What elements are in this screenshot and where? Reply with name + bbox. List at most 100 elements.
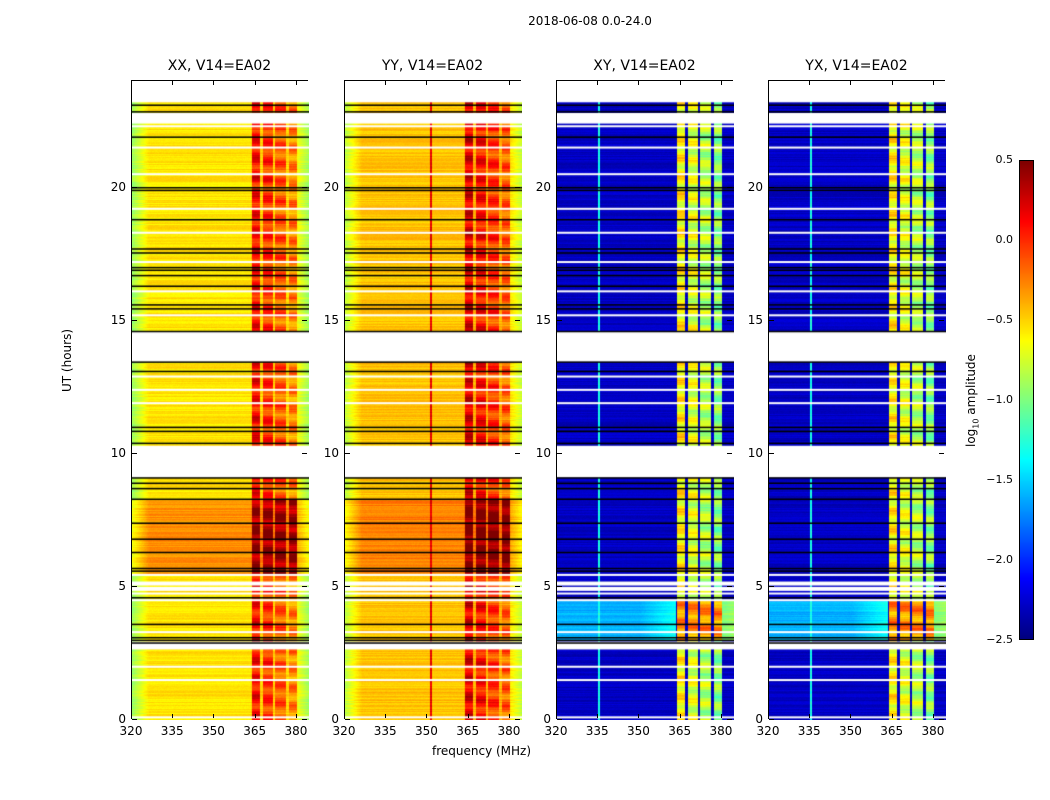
x-tick-bottom	[850, 714, 852, 718]
x-tick-top	[295, 81, 297, 85]
x-tick-bottom	[891, 714, 893, 718]
y-tick-left	[557, 452, 562, 454]
y-tick-right	[939, 319, 944, 321]
x-tick-label: 365	[456, 724, 480, 738]
y-tick-right	[727, 452, 732, 454]
y-tick-label: 20	[110, 179, 126, 194]
x-tick-bottom	[556, 714, 557, 718]
y-tick-right	[939, 186, 944, 188]
x-tick-bottom	[344, 714, 345, 718]
y-tick-label: 0	[543, 712, 551, 726]
x-tick-top	[426, 81, 428, 85]
y-tick-right	[302, 719, 307, 720]
x-tick-label: 380	[709, 724, 733, 738]
x-tick-label: 335	[160, 724, 184, 738]
y-tick-left	[769, 319, 774, 321]
x-tick-bottom	[768, 714, 769, 718]
heatmap-yy	[345, 81, 522, 720]
colorbar-label-log: log	[964, 428, 978, 447]
x-tick-bottom	[385, 714, 387, 718]
colorbar-tick-label: 0.5	[995, 153, 1014, 166]
panel-title-xy: XY, V14=EA02	[593, 58, 696, 74]
y-tick-left	[132, 585, 137, 587]
x-tick-bottom	[679, 714, 681, 718]
x-tick-top	[768, 81, 769, 85]
y-tick-left	[132, 186, 137, 188]
colorbar-tick-label: −0.5	[986, 313, 1013, 326]
y-tick-left	[557, 319, 562, 321]
x-tick-label: 320	[332, 724, 356, 738]
panel-xx	[131, 80, 309, 720]
panel-yy	[344, 80, 522, 720]
x-tick-label: 350	[202, 724, 225, 738]
y-tick-label: 20	[323, 179, 339, 194]
colorbar-tick-label: −1.5	[986, 473, 1013, 486]
x-tick-top	[385, 81, 387, 85]
heatmap-xx	[132, 81, 309, 720]
x-tick-label: 380	[284, 724, 308, 738]
colorbar-label-tail: amplitude	[964, 354, 978, 419]
y-tick-label: 20	[747, 179, 763, 194]
x-tick-label: 365	[880, 724, 904, 738]
x-tick-bottom	[809, 714, 811, 718]
x-tick-label: 335	[585, 724, 609, 738]
colorbar-tick-label: −2.5	[986, 633, 1013, 646]
y-tick-left	[557, 585, 562, 587]
x-tick-label: 350	[627, 724, 650, 738]
y-tick-label: 5	[118, 578, 126, 593]
y-tick-left	[769, 186, 774, 188]
panel-title-xx: XX, V14=EA02	[167, 58, 272, 74]
x-tick-top	[638, 81, 640, 85]
y-tick-label: 0	[118, 712, 126, 726]
x-tick-bottom	[467, 714, 469, 718]
x-tick-label: 350	[839, 724, 862, 738]
y-tick-label: 15	[323, 312, 339, 327]
y-tick-right	[727, 186, 732, 188]
y-tick-right	[515, 319, 520, 321]
x-tick-bottom	[638, 714, 640, 718]
x-tick-label: 320	[544, 724, 568, 738]
x-tick-label: 350	[415, 724, 438, 738]
y-tick-right	[939, 452, 944, 454]
y-tick-right	[302, 319, 307, 321]
x-tick-bottom	[508, 714, 510, 718]
y-tick-label: 10	[535, 445, 551, 460]
y-tick-left	[345, 186, 350, 188]
y-tick-label: 20	[535, 179, 551, 194]
x-tick-top	[720, 81, 722, 85]
x-tick-top	[172, 81, 174, 85]
panel-yx	[768, 80, 946, 720]
y-tick-label: 15	[110, 312, 126, 327]
x-tick-top	[254, 81, 256, 85]
x-tick-top	[932, 81, 934, 85]
x-tick-bottom	[172, 714, 174, 718]
y-tick-right	[939, 585, 944, 587]
panel-title-yx: YX, V14=EA02	[805, 58, 908, 74]
y-tick-right	[727, 719, 732, 720]
x-tick-bottom	[932, 714, 934, 718]
x-tick-top	[213, 81, 215, 85]
y-tick-right	[515, 186, 520, 188]
y-tick-left	[557, 186, 562, 188]
y-tick-left	[132, 719, 137, 720]
y-tick-right	[515, 452, 520, 454]
x-tick-top	[850, 81, 852, 85]
x-tick-top	[809, 81, 811, 85]
x-tick-bottom	[720, 714, 722, 718]
x-tick-bottom	[426, 714, 428, 718]
x-tick-label: 380	[497, 724, 521, 738]
x-tick-top	[597, 81, 599, 85]
y-tick-label: 15	[535, 312, 551, 327]
heatmap-xy	[557, 81, 734, 720]
y-tick-label: 10	[747, 445, 763, 460]
colorbar	[1019, 160, 1034, 640]
y-tick-right	[515, 719, 520, 720]
y-tick-right	[939, 719, 944, 720]
x-tick-top	[467, 81, 469, 85]
x-tick-top	[344, 81, 345, 85]
x-tick-label: 335	[797, 724, 821, 738]
panel-title-yy: YY, V14=EA02	[381, 58, 484, 74]
colorbar-label-base: 10	[971, 418, 981, 429]
x-tick-top	[508, 81, 510, 85]
panel-xy	[556, 80, 734, 720]
